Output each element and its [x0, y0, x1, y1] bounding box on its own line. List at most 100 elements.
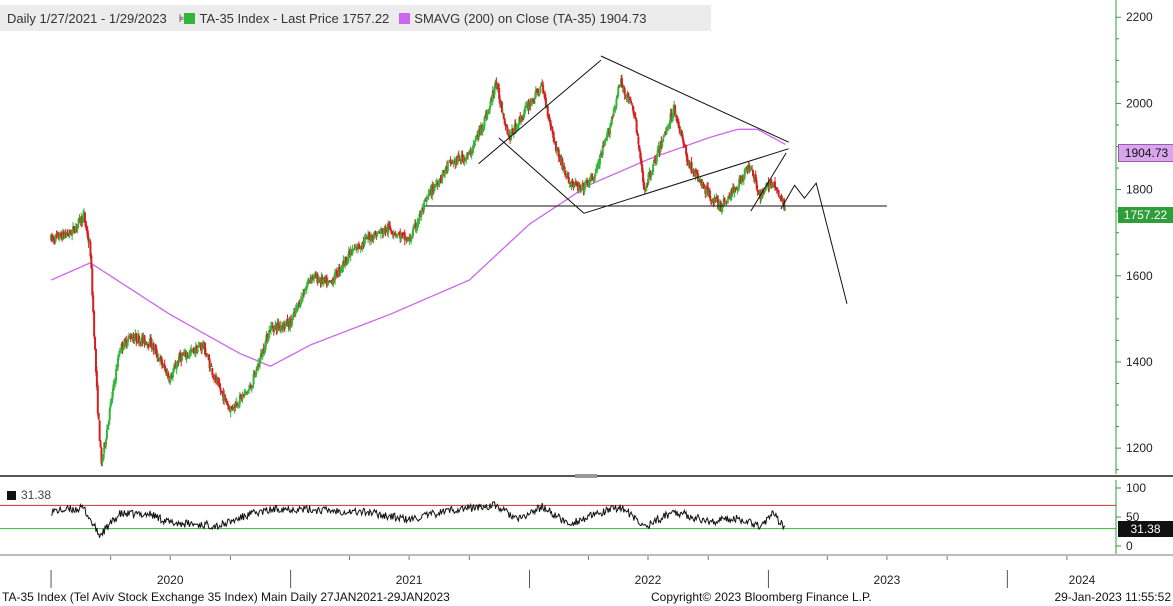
candle-body — [357, 243, 360, 248]
candle-body — [487, 109, 490, 114]
candle-body — [412, 225, 415, 230]
candle-body — [563, 165, 566, 170]
candle-body — [661, 142, 664, 147]
candle-body — [119, 350, 122, 352]
candle-body — [50, 234, 53, 239]
candle-body — [729, 190, 732, 201]
trendline-4 — [600, 55, 789, 143]
price-tick-label: 2200 — [1126, 10, 1153, 24]
candle-body — [372, 236, 375, 240]
candle-body — [390, 229, 393, 232]
candle-body — [768, 186, 771, 189]
candle-body — [339, 269, 342, 272]
candle-body — [664, 131, 667, 133]
candle-body — [473, 142, 476, 146]
trendline-annotations — [424, 55, 887, 304]
candle-body — [488, 105, 491, 110]
candle-body — [771, 183, 774, 186]
footer-copyright: Copyright© 2023 Bloomberg Finance L.P. — [651, 590, 872, 604]
candle-body — [98, 420, 101, 441]
candle-body — [449, 159, 452, 163]
candle-body — [552, 131, 555, 138]
candle-body — [695, 169, 698, 173]
candle-body — [630, 100, 633, 104]
candle-body — [750, 168, 753, 171]
candle-body — [725, 203, 728, 205]
candle-body — [325, 277, 328, 287]
candle-body — [457, 155, 460, 158]
candle-body — [642, 181, 645, 190]
candle-body — [415, 226, 418, 229]
candle-body — [299, 304, 302, 308]
candle-body — [291, 315, 294, 320]
sma-series — [50, 128, 786, 367]
candle-body — [508, 133, 511, 139]
candle-body — [475, 137, 478, 141]
candle-body — [345, 256, 348, 264]
candle-body — [322, 280, 325, 283]
candle-body — [196, 348, 199, 352]
candle-body — [764, 187, 767, 191]
candle-body — [185, 354, 188, 359]
candle-body — [187, 356, 190, 358]
candle-body — [416, 222, 419, 227]
candle-body — [470, 152, 473, 155]
candle-body — [99, 440, 102, 448]
candle-body — [302, 292, 305, 295]
candle-body — [489, 98, 492, 106]
candle-body — [102, 454, 105, 461]
candle-body — [549, 119, 552, 127]
candle-body — [441, 174, 444, 180]
candle-body — [612, 109, 615, 117]
candle-body — [241, 395, 244, 399]
candle-body — [670, 113, 673, 121]
candle-body — [754, 174, 757, 182]
candle-body — [532, 100, 535, 102]
candle-body — [674, 105, 677, 116]
candle-body — [126, 343, 129, 346]
candle-body — [606, 132, 609, 139]
candle-body — [601, 146, 604, 156]
candle-body — [258, 358, 261, 365]
candle-body — [186, 355, 189, 357]
candle-body — [111, 391, 114, 401]
candle-body — [91, 268, 94, 296]
candle-body — [773, 181, 776, 188]
candle-body — [477, 129, 480, 138]
candle-body — [107, 420, 110, 426]
candle-body — [675, 116, 678, 122]
price-value-tag: 1757.22 — [1118, 207, 1173, 223]
candle-body — [121, 342, 124, 350]
candle-body — [376, 232, 379, 236]
candle-body — [584, 183, 587, 186]
candle-body — [671, 116, 674, 122]
candle-body — [167, 373, 170, 378]
candle-body — [223, 394, 226, 401]
candle-body — [364, 237, 367, 240]
candle-body — [613, 108, 616, 110]
candle-body — [567, 177, 570, 183]
candle-body — [460, 154, 463, 161]
candle-body — [155, 348, 158, 356]
candle-body — [634, 117, 637, 120]
price-tick-label: 1400 — [1126, 355, 1153, 369]
candle-body — [328, 280, 331, 283]
candle-body — [534, 90, 537, 98]
candle-body — [164, 368, 167, 370]
candle-body — [363, 239, 366, 246]
candle-body — [247, 390, 250, 394]
candle-body — [236, 405, 239, 407]
candle-body — [666, 129, 669, 131]
candle-body — [536, 88, 539, 93]
candle-body — [338, 266, 341, 273]
candle-body — [555, 149, 558, 152]
candle-body — [206, 355, 209, 357]
candle-body — [450, 163, 453, 165]
candle-body — [586, 181, 589, 183]
candle-body — [329, 281, 332, 283]
candle-body — [117, 355, 120, 358]
price-tick-label: 1200 — [1126, 441, 1153, 455]
candle-body — [568, 182, 571, 184]
candle-body — [643, 188, 646, 191]
candle-body — [393, 233, 396, 235]
